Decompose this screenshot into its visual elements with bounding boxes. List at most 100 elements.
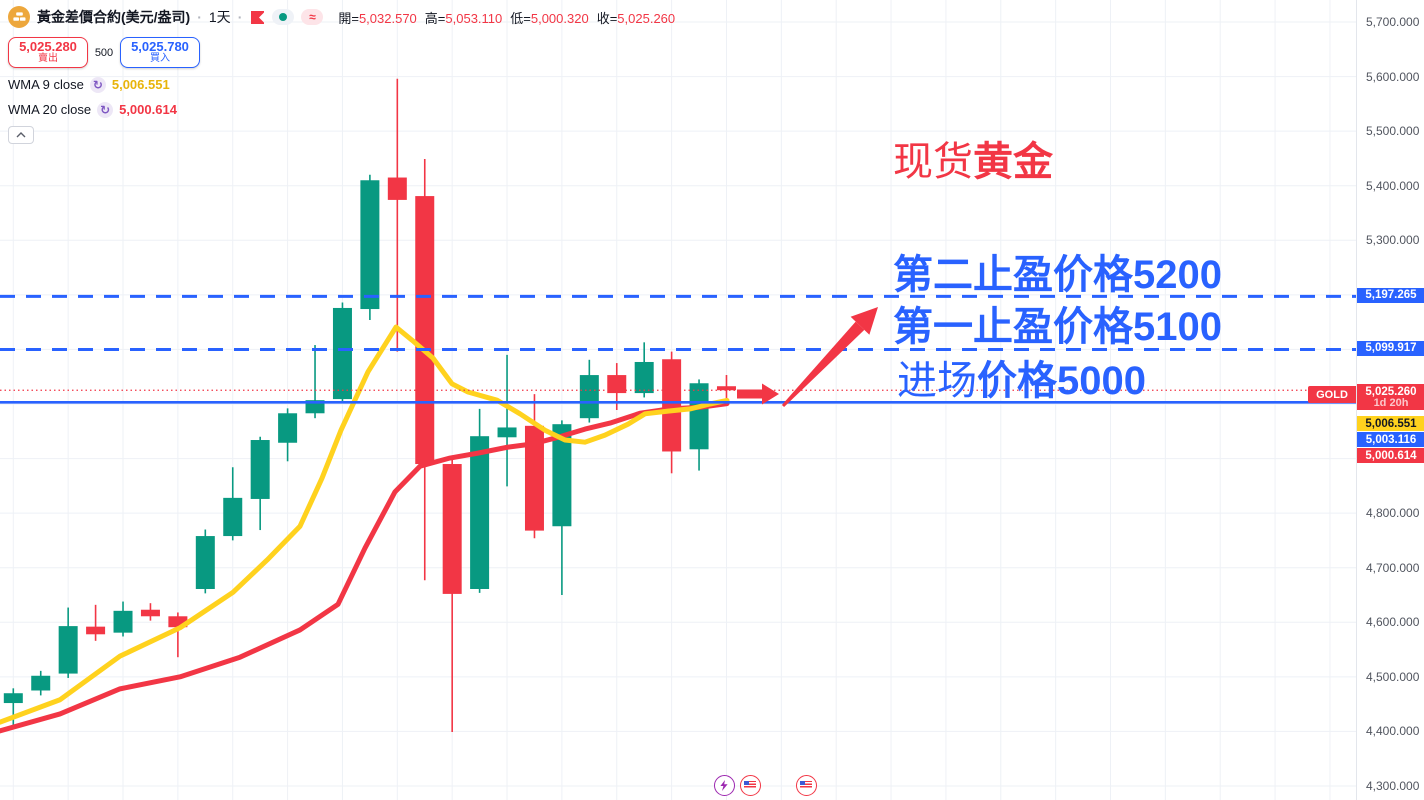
axis-tick-label: 5,700.000	[1366, 15, 1420, 29]
chevron-up-icon	[16, 132, 26, 138]
candle	[524, 394, 544, 539]
chart-legend-overlay: 黃金差價合約(美元/盎司) · 1天 · ≈ 開=5,032.570 高=5,0…	[8, 6, 675, 144]
us-flag	[800, 781, 812, 789]
candle	[58, 607, 78, 678]
annotation-text: 第一止盈	[893, 305, 1053, 349]
separator-dot: ·	[197, 9, 202, 25]
candle	[579, 359, 599, 423]
indicator-wma9-row[interactable]: WMA 9 close ↻ 5,006.551	[8, 76, 675, 93]
candle	[634, 342, 654, 398]
annotation-text: 价格5200	[1053, 253, 1222, 297]
sell-price: 5,025.280	[19, 39, 77, 55]
candle	[552, 420, 572, 595]
gold-symbol-icon[interactable]	[8, 6, 30, 28]
price-label-wma20-value: 5,000.614	[1357, 448, 1424, 464]
indicator-wma20-row[interactable]: WMA 20 close ↻ 5,000.614	[8, 101, 675, 118]
axis-tick-label: 5,400.000	[1366, 178, 1420, 193]
indicator-name: WMA 20 close	[8, 102, 92, 117]
symbol-row: 黃金差價合約(美元/盎司) · 1天 · ≈ 開=5,032.570 高=5,0…	[8, 6, 675, 28]
chart-canvas[interactable]	[0, 0, 1356, 800]
annotation-text: 价格5000	[977, 359, 1146, 403]
annotation-take-profit-1: 第一止盈价格5100	[893, 306, 1222, 348]
candle	[3, 688, 23, 729]
axis-tick-label: 4,500.000	[1366, 669, 1420, 684]
axis-tick-label: 4,400.000	[1366, 724, 1420, 739]
sell-label: 賣出	[38, 53, 58, 65]
candle	[497, 354, 517, 487]
axis-tick-label: 4,800.000	[1366, 506, 1420, 521]
earnings-lightning-icon[interactable]	[713, 774, 735, 796]
symbol-price-tag: GOLD	[1308, 386, 1356, 403]
high-value: 5,053.110	[445, 10, 503, 26]
candle	[415, 158, 435, 581]
annotation-take-profit-2: 第二止盈价格5200	[893, 254, 1222, 296]
ma-line[interactable]	[0, 324, 730, 725]
buy-label: 買入	[150, 53, 170, 65]
candle	[689, 379, 709, 471]
candlesticks	[3, 78, 736, 732]
spread-value: 500	[94, 46, 114, 59]
indicator-value: 5,006.551	[111, 77, 170, 92]
trade-panel: 5,025.280 賣出 500 5,025.780 買入	[8, 37, 675, 68]
us-flag	[744, 781, 756, 789]
axis-tick-label: 4,700.000	[1366, 560, 1420, 575]
us-flag-event-icon[interactable]	[795, 774, 817, 796]
interval-selector[interactable]: 1天	[208, 9, 231, 25]
close-value: 5,025.260	[617, 10, 676, 26]
sell-button[interactable]: 5,025.280 賣出	[8, 37, 88, 68]
buy-button[interactable]: 5,025.780 買入	[120, 37, 200, 68]
low-label: 低=	[510, 10, 531, 26]
candle	[113, 601, 133, 637]
candle	[387, 78, 407, 352]
annotation-text: 进场	[897, 358, 977, 403]
annotation-text: 黄金	[973, 140, 1053, 184]
price-label-last-price: 5,025.260 1d 20h	[1357, 384, 1424, 411]
price-label-wma9-value: 5,006.551	[1357, 416, 1424, 432]
open-label: 開=	[338, 10, 359, 26]
axis-tick-label: 4,600.000	[1366, 615, 1420, 630]
annotation-text: 第二止盈	[893, 253, 1053, 297]
axis-tick-label: 5,600.000	[1366, 69, 1420, 84]
low-value: 5,000.320	[530, 10, 589, 26]
axis-tick-label: 4,300.000	[1366, 778, 1420, 793]
price-label-tp1-level: 5,099.917	[1357, 340, 1424, 356]
ohlc-readout: 開=5,032.570 高=5,053.110 低=5,000.320 收=5,…	[338, 8, 675, 27]
arrow-entry-pointer[interactable]	[737, 383, 779, 405]
chart-type-icon[interactable]	[249, 9, 265, 25]
ma-line[interactable]	[0, 401, 730, 734]
candle	[140, 603, 160, 621]
candle	[168, 612, 188, 658]
approx-price-icon[interactable]: ≈	[301, 9, 324, 25]
candle	[470, 408, 490, 593]
refresh-icon[interactable]: ↻	[97, 101, 114, 118]
price-axis[interactable]: 5,700.000 5,600.000 5,500.000 5,400.000 5,30…	[1356, 0, 1424, 800]
axis-tick-label: 5,500.000	[1366, 124, 1420, 139]
candle	[31, 670, 51, 696]
collapse-legend-button[interactable]	[8, 126, 34, 144]
price-label-entry-level: 5,003.116	[1357, 432, 1424, 448]
market-status-icon[interactable]	[272, 9, 295, 25]
candle	[360, 174, 380, 320]
open-value: 5,032.570	[358, 10, 417, 26]
axis-tick-label: 5,300.000	[1366, 233, 1420, 248]
candle	[442, 459, 462, 732]
candle	[223, 467, 243, 541]
candle	[332, 302, 352, 404]
buy-price: 5,025.780	[131, 39, 189, 55]
symbol-title[interactable]: 黃金差價合約(美元/盎司)	[37, 9, 191, 25]
us-flag-event-icon[interactable]	[739, 774, 761, 796]
candle	[305, 345, 325, 419]
candle	[195, 529, 215, 594]
high-label: 高=	[424, 10, 446, 26]
countdown-timer: 1d 20h	[1373, 396, 1409, 409]
refresh-icon[interactable]: ↻	[89, 76, 106, 93]
indicator-name: WMA 9 close	[8, 77, 84, 92]
price-label-tp2-level: 5,197.265	[1357, 287, 1424, 303]
candle	[278, 408, 298, 462]
annotation-text: 现货	[893, 139, 973, 184]
separator-dot: ·	[237, 9, 243, 25]
annotation-entry-price: 进场价格5000	[897, 358, 1146, 403]
arrow-up-target[interactable]	[781, 307, 878, 408]
indicator-value: 5,000.614	[119, 102, 177, 117]
